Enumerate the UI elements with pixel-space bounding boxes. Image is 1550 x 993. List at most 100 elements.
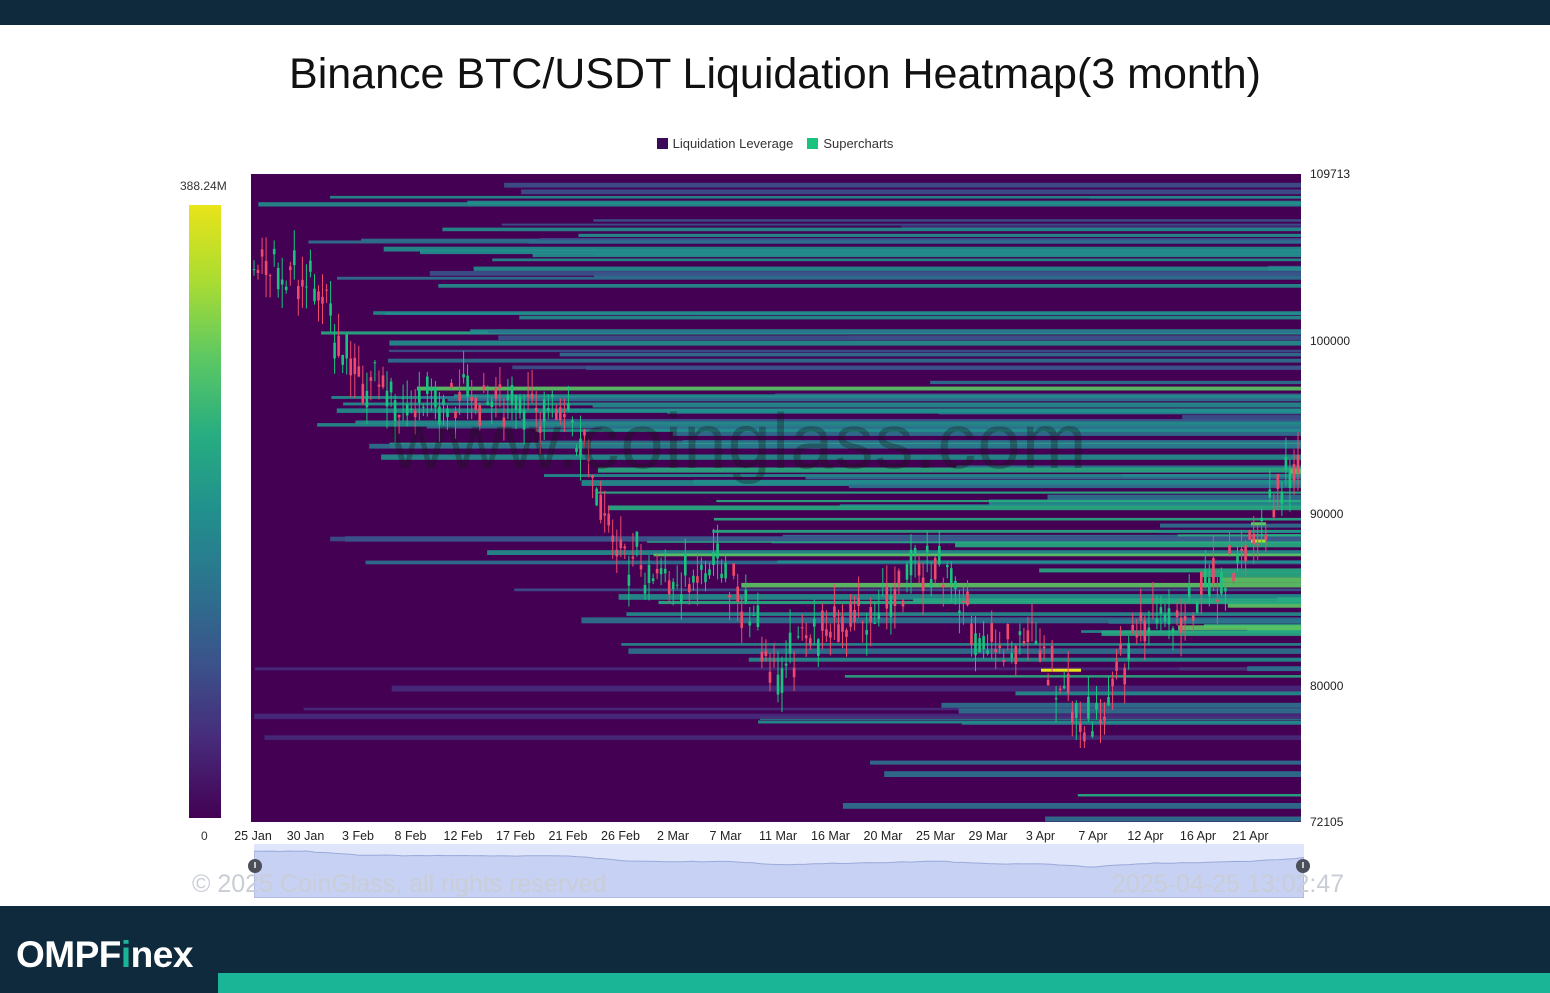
heatmap-hotspot — [1041, 668, 1081, 672]
heatmap-band — [716, 500, 1301, 503]
candle-body — [1204, 569, 1207, 587]
candle-body — [740, 611, 743, 629]
heatmap-band — [330, 195, 1301, 199]
candle-body — [1002, 660, 1005, 662]
candle-body — [663, 568, 667, 574]
candle-body — [434, 386, 437, 408]
candle-body — [821, 610, 824, 631]
candle-body — [909, 549, 913, 576]
candle-body — [680, 594, 683, 603]
candle-body — [712, 552, 715, 565]
heatmap-band — [557, 408, 1301, 413]
heatmap-band — [381, 454, 1301, 460]
heatmap-band — [1182, 415, 1301, 421]
chart-legend: Liquidation Leverage Supercharts — [0, 136, 1550, 151]
candle-body — [700, 564, 703, 570]
candle-body — [313, 288, 316, 302]
candle-body — [1099, 720, 1102, 724]
legend-item-liquidation[interactable]: Liquidation Leverage — [656, 136, 793, 151]
candle-body — [837, 624, 840, 642]
range-start-handle[interactable]: ǁ — [248, 859, 262, 873]
candle-body — [958, 610, 961, 613]
heatmap-band — [521, 189, 1301, 195]
candle-body — [284, 286, 288, 291]
heatmap-band — [653, 553, 1301, 557]
candle-body — [1131, 625, 1134, 631]
candle-body — [337, 335, 340, 356]
candle-body — [353, 357, 357, 375]
candle-body — [506, 394, 510, 401]
candle-body — [704, 573, 707, 583]
colorscale-min-label: 0 — [201, 829, 208, 843]
candle-body — [684, 554, 687, 576]
candle-body — [776, 674, 780, 695]
heatmap-band — [330, 536, 1301, 542]
candle-body — [454, 411, 457, 419]
heatmap-band — [343, 402, 1301, 406]
candle-body — [297, 286, 300, 299]
candle-body — [784, 663, 788, 666]
candle-body — [1147, 627, 1151, 633]
top-bar — [0, 0, 1550, 25]
candle-body — [998, 645, 1001, 649]
candle-body — [345, 334, 348, 359]
candle-body — [1292, 463, 1296, 481]
x-tick-label: 17 Feb — [496, 829, 535, 843]
candle-body — [413, 410, 417, 418]
candle-body — [647, 565, 651, 583]
heatmap-plot[interactable] — [251, 174, 1301, 822]
candle-body — [1062, 685, 1066, 689]
candle-body — [829, 631, 832, 638]
candle-body — [555, 409, 558, 420]
candle-body — [1050, 645, 1054, 661]
candle-body — [494, 388, 498, 399]
candle-body — [498, 384, 502, 389]
candle-body — [760, 652, 764, 662]
candle-body — [942, 584, 945, 588]
candle-body — [551, 394, 554, 397]
candle-body — [1208, 577, 1211, 596]
heatmap-band — [473, 266, 1301, 271]
heatmap-band — [355, 420, 1301, 424]
x-tick-label: 25 Jan — [234, 829, 272, 843]
candle-body — [696, 576, 699, 583]
candle-body — [486, 401, 490, 406]
candle-body — [542, 399, 546, 422]
candle-body — [502, 417, 506, 428]
candle-body — [813, 618, 816, 627]
range-slider[interactable] — [254, 844, 1304, 898]
candle-body — [869, 607, 872, 623]
range-end-handle[interactable]: ǁ — [1296, 859, 1310, 873]
heatmap-band — [369, 443, 1301, 449]
candle-body — [780, 668, 784, 693]
heatmap-band — [454, 394, 1301, 398]
x-tick-label: 30 Jan — [286, 829, 325, 843]
candle-body — [478, 405, 481, 426]
candle-body — [587, 458, 590, 462]
candle-body — [865, 630, 868, 635]
heatmap-band — [447, 398, 1301, 402]
heatmap-band — [308, 240, 1301, 244]
candle-body — [659, 568, 663, 575]
candle-body — [357, 366, 361, 377]
candle-body — [522, 409, 526, 430]
candle-body — [534, 407, 538, 412]
heatmap-band — [956, 465, 1301, 469]
brand-logo-suffix: nex — [130, 934, 194, 975]
candle-body — [599, 494, 602, 520]
heatmap-band — [538, 440, 1301, 443]
candle-body — [1071, 711, 1074, 724]
candle-body — [1034, 640, 1038, 644]
candle-body — [458, 392, 461, 401]
heatmap-band — [467, 200, 1301, 205]
legend-item-supercharts[interactable]: Supercharts — [807, 136, 893, 151]
copyright-text: © 2025 CoinGlass, all rights reserved — [192, 870, 607, 898]
candle-body — [1260, 517, 1263, 522]
candle-body — [333, 342, 336, 359]
candle-body — [430, 387, 433, 391]
candle-body — [724, 563, 727, 579]
candle-body — [1268, 489, 1272, 498]
candle-body — [933, 558, 937, 580]
candle-body — [1220, 572, 1223, 594]
candle-body — [841, 616, 844, 632]
